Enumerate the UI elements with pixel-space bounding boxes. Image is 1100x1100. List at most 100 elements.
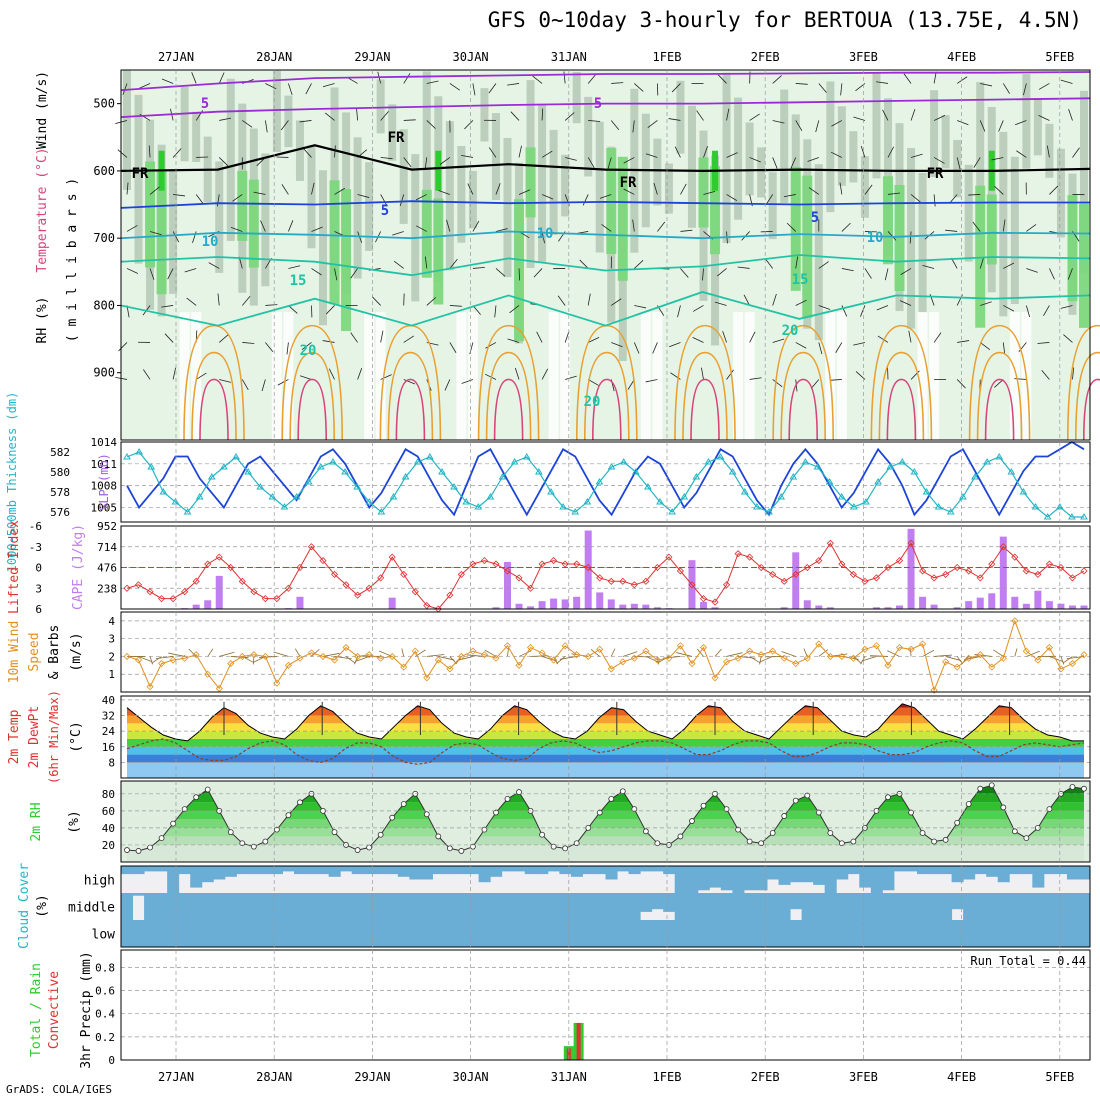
cloud-bar [940,866,953,875]
cloud-bar [767,893,780,920]
rh-shade-dark [710,166,721,255]
wind-barb [864,184,873,195]
rh-point [931,838,938,845]
cloud-bar [893,866,906,872]
wind-barb [118,342,128,352]
rh-shade-mid [653,138,662,206]
cloud-bar [628,920,641,947]
wind-speed-point [561,642,569,650]
wind-barb [507,83,520,86]
rh-shade-mid [907,148,916,329]
wind-barb [265,342,274,353]
cloud-bar [455,866,468,875]
rh-point [804,792,811,799]
wind-speed-point [238,652,246,661]
surface-wind-barb [530,655,549,657]
wind-barb [610,120,620,131]
wind-speed-point [1034,656,1042,664]
wind-speed-point [169,656,177,664]
rh-point [954,819,961,826]
cape-bar [780,607,788,609]
wind-barb [564,330,570,343]
rh-shade-mid [319,170,328,326]
cape-bar [584,530,592,609]
wind-barb [461,379,474,384]
cape-bar [1022,603,1030,609]
wind-speed-point [653,656,661,664]
wind-barb [979,120,986,132]
wind-speed-point [434,656,442,664]
wind-barb [968,194,981,196]
rh-point [458,848,465,854]
wind-speed-point [123,652,131,661]
cloud-bar [213,866,226,880]
rh-shade-mid [814,164,823,341]
wind-barb [864,268,872,279]
thickness-point [571,508,580,515]
wind-barb [818,342,823,355]
lifted-index-point [584,563,592,572]
wind-barb [726,194,738,201]
pressure-tick: 700 [93,231,115,245]
cloud-bar [697,920,710,947]
wind-speed-point [192,651,200,659]
wind-speed-point [884,661,892,669]
rh-shade-dark [698,157,709,228]
wind-speed-point [296,654,304,662]
cloud-bar [813,920,826,947]
wind-barb [439,157,451,165]
wind-barb [841,268,854,272]
rh-shade-dark [1067,195,1078,302]
rh-shade-mid [261,153,270,287]
rh-band [127,844,1084,862]
wind-label-4: (m/s) [69,632,84,671]
cloud-bar [801,866,814,883]
lifted-index-point [988,560,996,568]
surface-wind-barb [676,652,693,657]
thickness-point [159,488,168,495]
isotherm-line [120,230,1091,240]
pressure-axis-label: ( m i l l i b a r s ) [65,178,80,342]
lifted-index-point [573,560,581,568]
lifted-index-point [354,591,362,599]
thickness-point [946,508,955,515]
rh-shade-clear [375,312,386,440]
rh-shade-mid [457,146,466,243]
cloud-bar [270,920,283,947]
cape-bar [976,597,984,609]
wind-barb [186,297,197,306]
cloud-bar [167,920,180,947]
cloud-bar [778,866,791,885]
surface-wind-barb [155,656,174,660]
lifted-index-point [734,550,742,558]
rh-shade-mid [722,72,731,243]
wind-barb [582,194,589,206]
lifted-index-point [688,581,696,589]
wind-barb [772,338,785,343]
rh-axis-label: RH (%) [35,297,50,344]
wind-barb [509,305,520,314]
lifted-index-point [884,563,892,572]
cloud-bar [547,893,560,920]
thickness-point [668,508,677,515]
cloud-bar [444,893,457,920]
cloud-bar [121,893,134,920]
wind-barb [607,157,612,170]
wind-barb [692,337,704,343]
surface-wind-barb [138,656,153,663]
wind-barb [876,81,889,84]
cloud-bar [363,866,376,875]
rh-point [435,833,442,840]
lifted-index-point [780,577,788,585]
thickness-point [740,488,749,495]
lifted-index-point [192,577,200,585]
wind-barb [380,157,393,160]
cloud-bar [432,920,445,947]
cloud-bar [201,866,214,883]
lifted-index-point [550,557,558,565]
wind-barb [786,222,797,232]
thickness-point [522,453,531,460]
rh-point [273,826,280,833]
warm-contour [289,351,335,441]
wind-speed-point [573,651,581,659]
